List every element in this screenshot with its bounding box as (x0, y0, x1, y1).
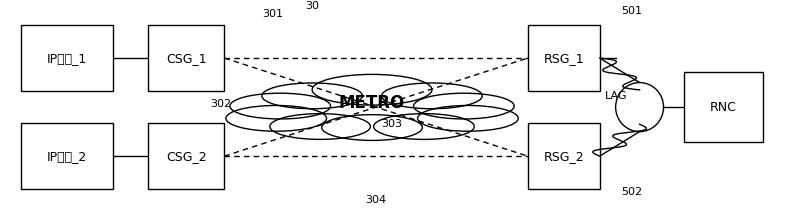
Ellipse shape (616, 83, 663, 132)
Text: RSG_1: RSG_1 (543, 51, 584, 64)
Circle shape (374, 114, 474, 139)
Text: IP基站_2: IP基站_2 (46, 150, 86, 163)
Text: IP基站_1: IP基站_1 (46, 51, 86, 64)
Bar (149, 123, 224, 189)
Circle shape (312, 74, 432, 105)
Bar (528, 123, 600, 189)
Circle shape (262, 83, 362, 109)
Text: CSG_1: CSG_1 (166, 51, 206, 64)
Text: 502: 502 (621, 187, 642, 197)
Text: 302: 302 (210, 99, 231, 109)
Bar (149, 25, 224, 91)
Bar (528, 25, 600, 91)
Circle shape (296, 88, 448, 126)
Text: METRO: METRO (339, 94, 405, 112)
Text: LAG: LAG (604, 91, 627, 101)
Bar (21, 25, 113, 91)
Circle shape (322, 115, 422, 140)
Text: 303: 303 (382, 119, 402, 130)
Text: 304: 304 (366, 195, 386, 205)
Bar (21, 123, 113, 189)
Text: CSG_2: CSG_2 (166, 150, 206, 163)
Circle shape (226, 105, 326, 131)
Circle shape (270, 114, 370, 139)
Circle shape (382, 83, 482, 109)
Text: 30: 30 (305, 1, 319, 11)
Text: 501: 501 (621, 6, 642, 16)
Circle shape (418, 105, 518, 131)
Text: RSG_2: RSG_2 (543, 150, 584, 163)
Text: RNC: RNC (710, 101, 737, 114)
Circle shape (230, 93, 330, 119)
Bar (683, 72, 763, 142)
Text: 301: 301 (262, 9, 282, 19)
Circle shape (414, 93, 514, 119)
